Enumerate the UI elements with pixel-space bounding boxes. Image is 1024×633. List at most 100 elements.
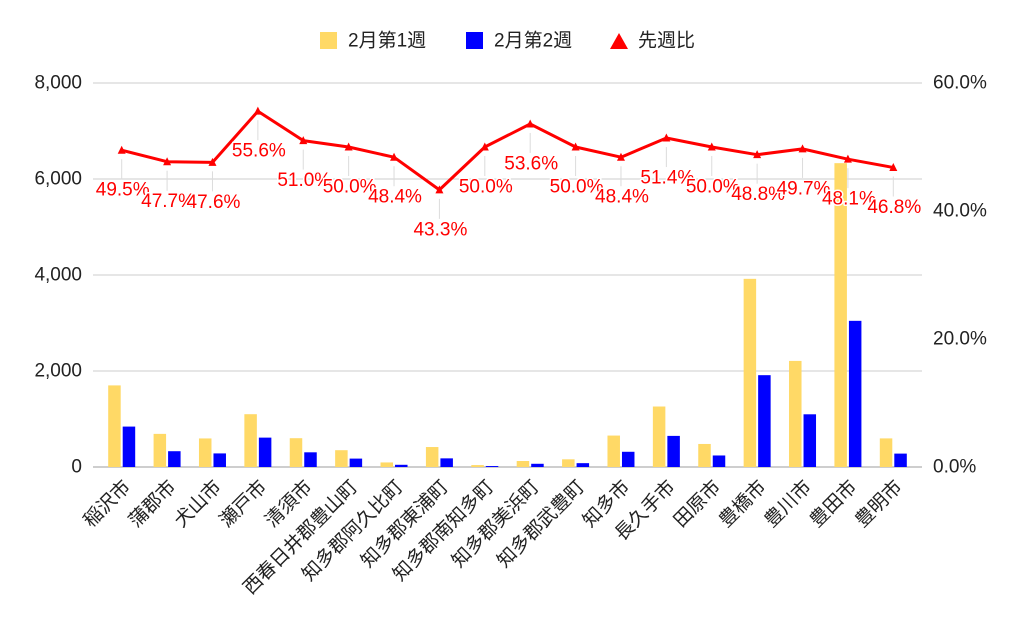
wow-ratio-data-label: 51.0% (277, 170, 331, 191)
wow-ratio-marker (889, 162, 898, 171)
legend-item-wow-ratio: 先週比 (610, 30, 695, 52)
wow-ratio-marker (616, 152, 625, 161)
wow-ratio-marker (843, 154, 852, 163)
wow-ratio-marker (253, 106, 262, 115)
wow-ratio-marker (707, 142, 716, 151)
bar-week-1 (108, 385, 121, 467)
x-tick-label: 稲沢市 (79, 476, 135, 532)
x-tick-label: 豊田市 (805, 476, 861, 532)
y-left-tick-label: 8,000 (34, 73, 82, 94)
y-right-tick-label: 40.0% (933, 201, 987, 222)
wow-ratio-data-label: 53.6% (504, 153, 558, 174)
bar-week-1 (652, 406, 666, 467)
bar-week-1 (153, 433, 167, 467)
bar-week-1 (698, 443, 711, 467)
wow-ratio-data-label: 48.8% (731, 184, 785, 205)
bar-week-2 (803, 414, 817, 467)
bar-week-2 (258, 437, 272, 467)
wow-ratio-data-label: 49.5% (96, 180, 150, 201)
wow-ratio-data-label: 55.6% (232, 141, 286, 162)
bar-week-1 (335, 450, 348, 467)
x-axis: 稲沢市蒲郡市犬山市瀬戸市清須市西春日井郡豊山町知多郡阿久比町知多郡東浦町知多郡南… (79, 476, 906, 599)
bar-week-2 (531, 463, 544, 467)
legend: 2月第1週 2月第2週 先週比 (320, 30, 695, 52)
wow-ratio-data-label: 50.0% (459, 177, 513, 198)
wow-ratio-series (117, 106, 898, 219)
gridlines (93, 82, 922, 468)
bar-week-2 (667, 435, 680, 467)
wow-ratio-data-label: 46.8% (867, 197, 921, 218)
wow-ratio-data-label: 47.6% (187, 192, 241, 213)
wow-ratio-data-label: 49.7% (777, 178, 831, 199)
bar-week-1 (425, 447, 439, 467)
y-axis-left: 0 2,000 4,000 6,000 8,000 (34, 73, 82, 478)
bar-week-2 (894, 453, 907, 467)
bar-week-2 (848, 320, 862, 467)
wow-ratio-data-label: 50.0% (686, 177, 740, 198)
bar-week-2 (349, 458, 363, 467)
wow-ratio-marker (299, 136, 308, 145)
bar-week-1 (743, 278, 757, 467)
wow-ratio-marker (344, 142, 353, 151)
legend-item-week-1: 2月第1週 (320, 30, 426, 52)
bar-week-2 (440, 458, 453, 467)
bar-week-2 (712, 455, 726, 467)
wow-ratio-marker (753, 150, 762, 159)
bar-week-1 (380, 462, 394, 467)
y-right-tick-label: 60.0% (933, 73, 987, 94)
wow-ratio-line (121, 109, 894, 192)
wow-ratio-marker (163, 157, 172, 166)
x-tick-label: 豊川市 (760, 476, 816, 532)
y-right-tick-label: 20.0% (933, 329, 987, 350)
wow-ratio-marker (662, 133, 671, 142)
bar-week-1 (834, 163, 847, 467)
data-labels: 49.5%47.7%47.6%55.6%51.0%50.0%48.4%43.3%… (94, 139, 923, 242)
legend-triangle-icon (610, 33, 628, 49)
x-tick-label: 豊明市 (851, 476, 907, 532)
wow-ratio-data-label: 50.0% (550, 177, 604, 198)
bar-week-2 (395, 464, 408, 467)
wow-ratio-marker (117, 145, 126, 154)
y-right-tick-label: 0.0% (933, 457, 976, 478)
y-left-tick-label: 4,000 (34, 265, 82, 286)
x-tick-label: 瀬戸市 (215, 476, 271, 532)
wow-ratio-marker (435, 185, 444, 194)
bar-week-2 (485, 466, 499, 467)
legend-swatch-week-1 (320, 32, 337, 49)
y-left-tick-label: 6,000 (34, 169, 82, 190)
bar-week-1 (289, 438, 303, 467)
bar-week-2 (304, 452, 317, 467)
y-left-tick-label: 0 (71, 457, 82, 478)
bar-week-1 (562, 459, 575, 467)
wow-ratio-marker (390, 152, 399, 161)
legend-swatch-week-2 (466, 32, 483, 49)
bar-week-2 (621, 451, 635, 467)
wow-ratio-data-label: 48.4% (595, 187, 649, 208)
bar-week-2 (122, 426, 136, 467)
bar-week-1 (198, 438, 212, 467)
wow-ratio-marker (526, 119, 535, 128)
wow-ratio-data-label: 48.1% (822, 189, 876, 210)
bar-week-1 (789, 360, 802, 467)
bar-week-2 (168, 451, 181, 467)
wow-ratio-marker (571, 142, 580, 151)
bars (108, 163, 907, 467)
bar-week-2 (576, 463, 590, 467)
legend-item-week-2: 2月第2週 (466, 30, 572, 52)
wow-ratio-data-label: 47.7% (141, 191, 195, 212)
x-tick-label: 蒲郡市 (125, 476, 181, 532)
legend-label-wow-ratio: 先週比 (638, 30, 695, 52)
bar-week-1 (516, 461, 530, 467)
y-axis-right: 0.0% 20.0% 40.0% 60.0% (933, 73, 987, 478)
wow-ratio-data-label: 48.4% (368, 187, 422, 208)
bar-week-2 (213, 453, 226, 467)
bar-week-2 (758, 375, 771, 467)
legend-label-week-1: 2月第1週 (348, 30, 426, 52)
bar-week-1 (879, 438, 893, 467)
wow-ratio-marker (208, 157, 217, 166)
legend-label-week-2: 2月第2週 (494, 30, 572, 52)
bar-week-1 (244, 414, 257, 467)
x-tick-label: 田原市 (669, 476, 725, 532)
bar-week-1 (607, 435, 620, 467)
